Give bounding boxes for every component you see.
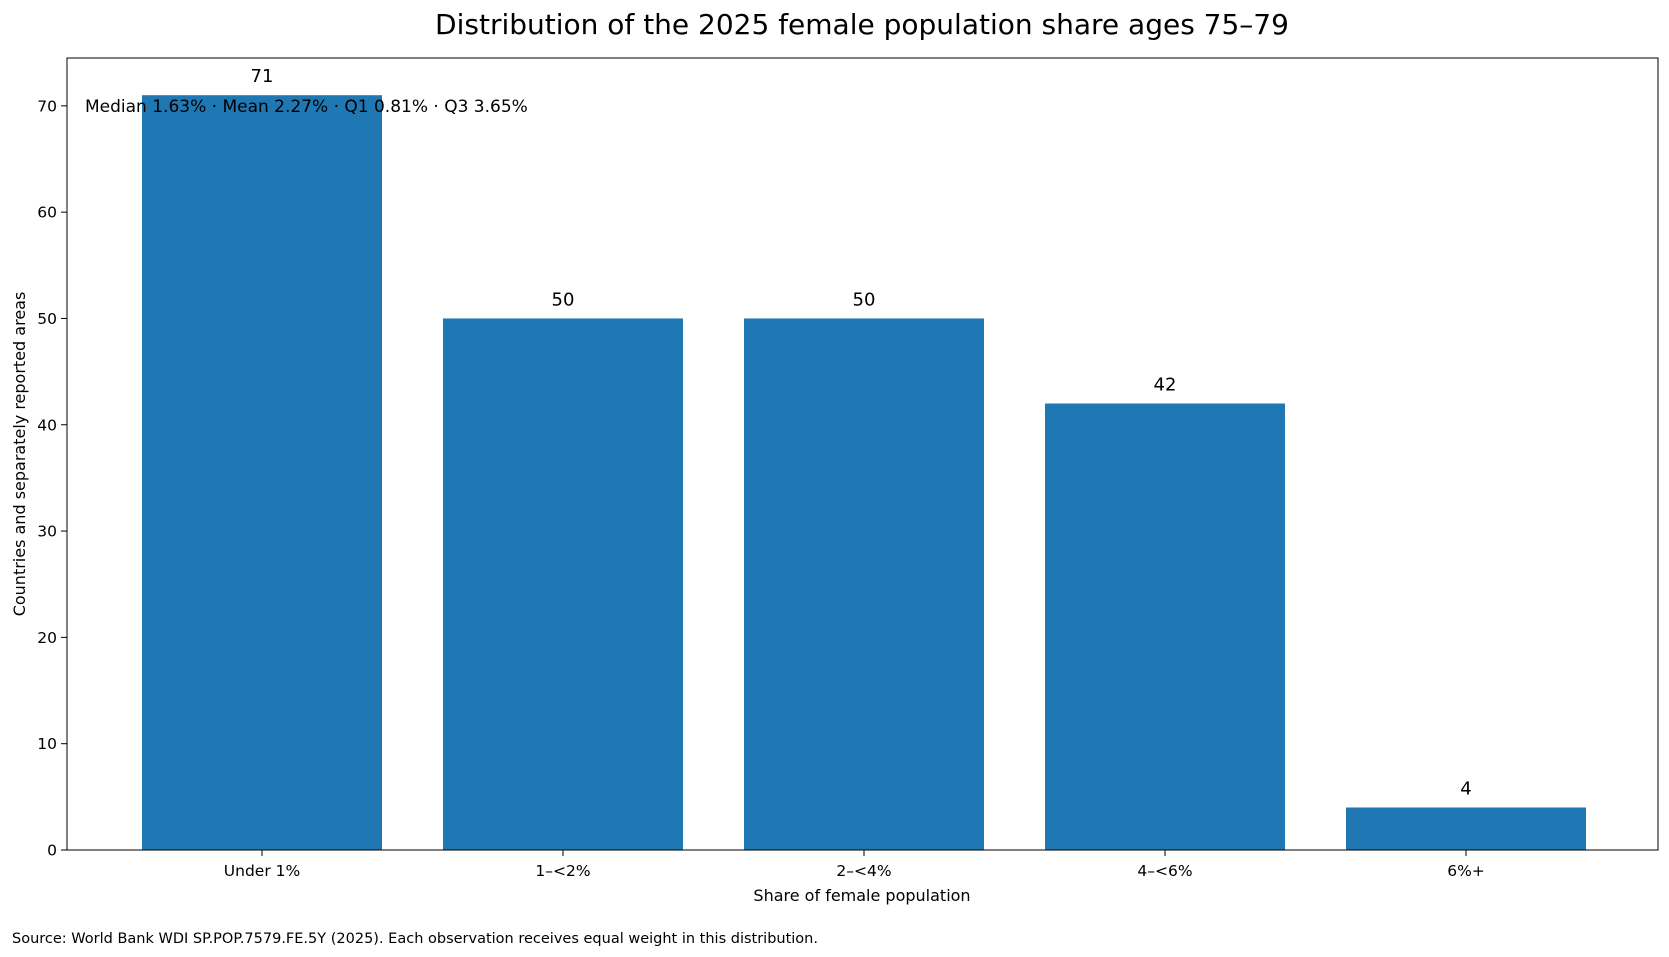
bars-group — [142, 95, 1586, 850]
bar-4 — [1346, 807, 1586, 850]
bar-value-label-0: 71 — [251, 66, 274, 87]
bar-value-label-4: 4 — [1460, 778, 1471, 799]
y-tick-label-0: 0 — [47, 842, 57, 860]
x-tick-label-2: 2–<4% — [836, 862, 891, 880]
x-tick-label-3: 4–<6% — [1137, 862, 1192, 880]
y-axis-ticks: 0 10 20 30 40 50 60 70 — [37, 97, 67, 860]
bar-2 — [744, 318, 984, 850]
y-tick-label-5: 50 — [37, 310, 57, 328]
y-tick-label-4: 40 — [37, 416, 57, 434]
source-note: Source: World Bank WDI SP.POP.7579.FE.5Y… — [12, 931, 818, 947]
y-tick-label-7: 70 — [37, 97, 57, 115]
bar-value-label-2: 50 — [853, 289, 876, 310]
y-tick-label-1: 10 — [37, 735, 57, 753]
y-tick-label-3: 30 — [37, 523, 57, 541]
x-tick-label-0: Under 1% — [224, 862, 300, 880]
bar-value-label-1: 50 — [552, 289, 575, 310]
bar-1 — [443, 318, 683, 850]
y-axis-label: Countries and separately reported areas — [10, 292, 29, 617]
bar-3 — [1045, 403, 1285, 850]
x-axis-label: Share of female population — [753, 886, 970, 905]
x-tick-label-1: 1–<2% — [535, 862, 590, 880]
x-tick-label-4: 6%+ — [1447, 862, 1485, 880]
y-tick-label-6: 60 — [37, 204, 57, 222]
bar-value-labels: 71 50 50 42 4 — [251, 66, 1472, 799]
bar-0 — [142, 95, 382, 850]
x-axis-ticks: Under 1% 1–<2% 2–<4% 4–<6% 6%+ — [224, 850, 1485, 880]
bar-value-label-3: 42 — [1154, 375, 1177, 396]
stats-annotation: Median 1.63% · Mean 2.27% · Q1 0.81% · Q… — [85, 97, 528, 117]
y-tick-label-2: 20 — [37, 629, 57, 647]
plot-frame — [66, 57, 1659, 851]
chart-title: Distribution of the 2025 female populati… — [435, 8, 1289, 41]
